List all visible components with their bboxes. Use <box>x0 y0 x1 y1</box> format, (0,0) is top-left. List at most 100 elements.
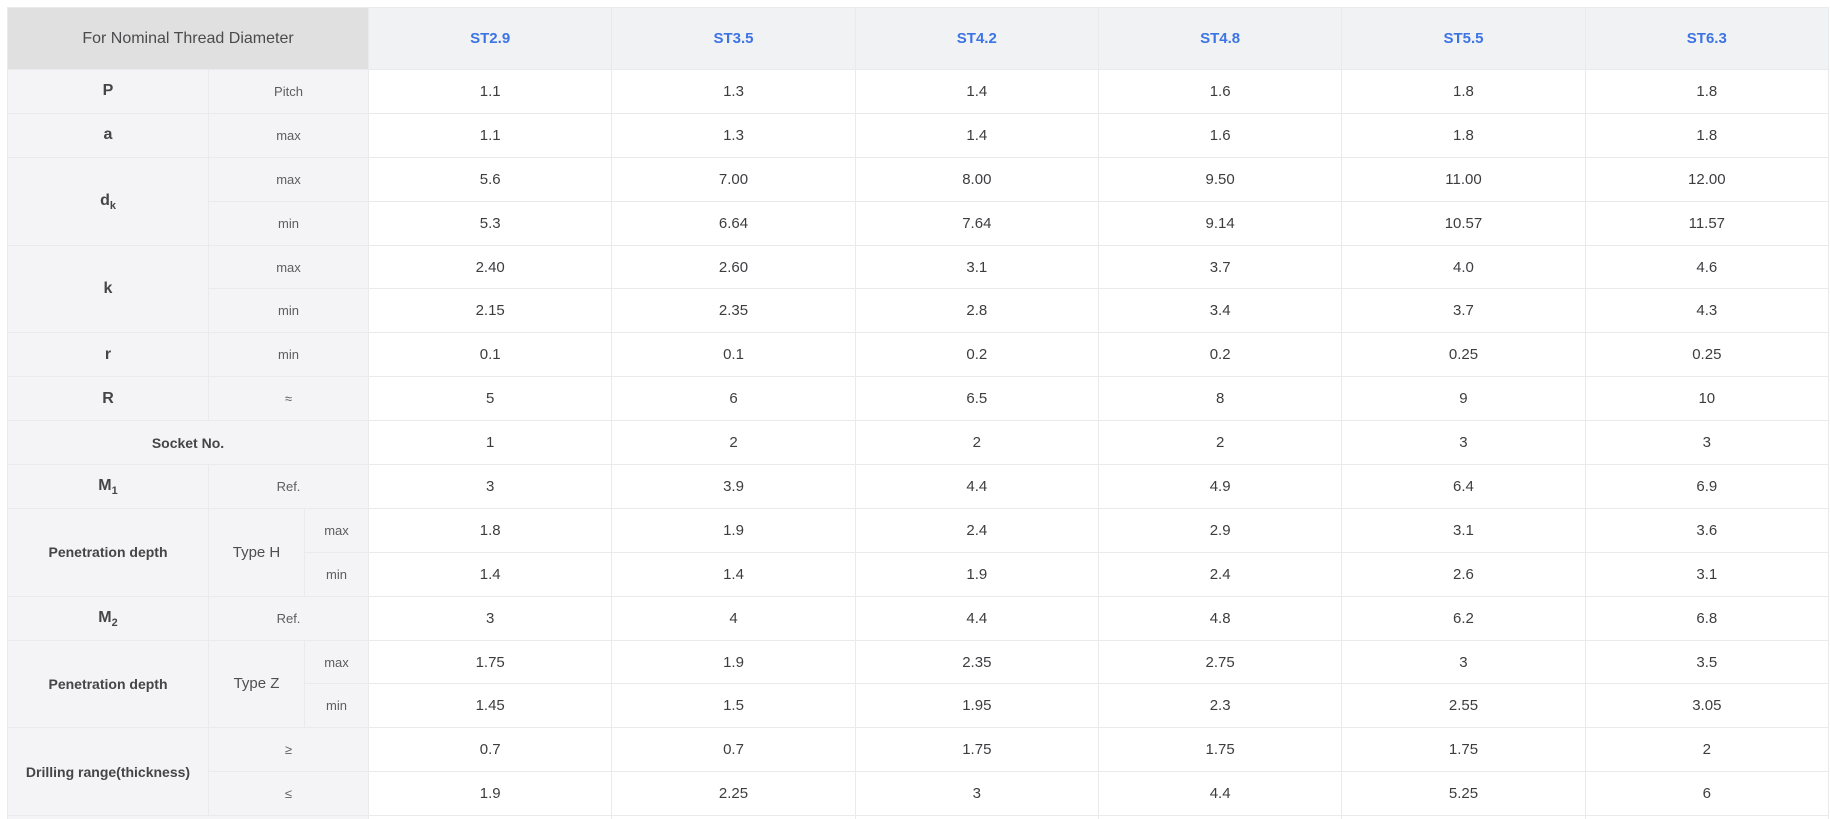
value-cell: 1.9 <box>854 551 1099 597</box>
row-sublabel: Ref. <box>208 464 369 509</box>
value-cell: 4.3 <box>1584 288 1830 334</box>
value-cell: 9.50 <box>1097 156 1343 202</box>
value-cell: 3.05 <box>1584 683 1830 729</box>
value-cell: 0.25 <box>1341 332 1586 378</box>
value-cell: 1.6 <box>1097 69 1343 114</box>
table-row: M2 Ref. 3 4 4.4 4.8 6.2 6.8 <box>7 595 1830 641</box>
row-sublabel: min <box>208 332 369 378</box>
row-label: Penetration depth <box>7 507 209 597</box>
value-cell: 0.1 <box>367 332 613 378</box>
value-cell: 7.00 <box>611 156 856 202</box>
value-cell: 3.6 <box>1584 507 1830 553</box>
cut-off-cell <box>367 815 613 819</box>
value-cell: 3.9 <box>611 464 856 509</box>
value-cell: 3.1 <box>854 244 1099 290</box>
value-cell: 5.25 <box>1341 771 1586 817</box>
value-cell: 1.8 <box>1341 69 1586 114</box>
value-cell: 6.5 <box>854 376 1099 422</box>
row-label: dk <box>7 156 209 246</box>
value-cell: 1.4 <box>854 69 1099 114</box>
value-cell: 1.8 <box>367 507 613 553</box>
value-cell: 2 <box>1584 727 1830 773</box>
spec-table: For Nominal Thread Diameter ST2.9 ST3.5 … <box>7 7 1830 819</box>
row-sublabel: max <box>208 112 369 158</box>
column-header: ST4.2 <box>854 7 1099 70</box>
row-sublabel: min <box>304 683 369 729</box>
value-cell: 0.7 <box>367 727 613 773</box>
row-label: Drilling range(thickness) <box>7 727 209 817</box>
row-type-label: Type H <box>208 507 305 597</box>
value-cell: 1.8 <box>1584 112 1830 158</box>
row-sublabel: max <box>208 244 369 290</box>
table-row: dk max 5.6 7.00 8.00 9.50 11.00 12.00 <box>7 156 1830 246</box>
value-cell: 1.45 <box>367 683 613 729</box>
column-header: ST3.5 <box>611 7 856 70</box>
table-row: P Pitch 1.1 1.3 1.4 1.6 1.8 1.8 <box>7 69 1830 114</box>
value-cell: 10 <box>1584 376 1830 422</box>
value-cell: 1.6 <box>1097 112 1343 158</box>
row-label: a <box>7 112 209 158</box>
value-cell: 1.75 <box>367 639 613 685</box>
value-cell: 1.9 <box>611 507 856 553</box>
value-cell: 11.57 <box>1584 200 1830 246</box>
value-cell: 1.95 <box>854 683 1099 729</box>
table-row: min 5.3 6.64 7.64 9.14 10.57 11.57 <box>8 200 1830 246</box>
value-cell: 1.5 <box>611 683 856 729</box>
row-sublabel: ≈ <box>208 376 369 422</box>
value-cell: 3.1 <box>1584 551 1830 597</box>
value-cell: 9 <box>1341 376 1586 422</box>
row-label: r <box>7 332 209 378</box>
value-cell: 0.1 <box>611 332 856 378</box>
value-cell: 1.8 <box>1584 69 1830 114</box>
row-sublabel: min <box>208 288 369 334</box>
value-cell: 8 <box>1097 376 1343 422</box>
value-cell: 6.9 <box>1584 464 1830 509</box>
table-row: R ≈ 5 6 6.5 8 9 10 <box>7 376 1830 422</box>
table-row: Penetration depth Type Z max 1.75 1.9 2.… <box>7 639 1830 729</box>
value-cell: 4.4 <box>854 464 1099 509</box>
table-row: Penetration depth Type H max 1.8 1.9 2.4… <box>7 507 1830 597</box>
value-cell: 0.7 <box>611 727 856 773</box>
value-cell: 4.9 <box>1097 464 1343 509</box>
value-cell: 0.25 <box>1584 332 1830 378</box>
value-cell: 4.4 <box>854 595 1099 641</box>
table-row: Socket No. 1 2 2 2 3 3 <box>7 420 1830 466</box>
value-cell: 2.6 <box>1341 551 1586 597</box>
label-subscript: k <box>109 200 116 213</box>
value-cell: 6.2 <box>1341 595 1586 641</box>
value-cell: 2.25 <box>611 771 856 817</box>
value-cell: 5.6 <box>367 156 613 202</box>
value-cell: 2.75 <box>1097 639 1343 685</box>
value-cell: 4.4 <box>1097 771 1343 817</box>
value-cell: 6.64 <box>611 200 856 246</box>
value-cell: 2.9 <box>1097 507 1343 553</box>
value-cell: 1.9 <box>367 771 613 817</box>
value-cell: 7.64 <box>854 200 1099 246</box>
value-cell: 1.75 <box>1341 727 1586 773</box>
row-label: M1 <box>7 464 209 509</box>
value-cell: 3.7 <box>1097 244 1343 290</box>
value-cell: 6.4 <box>1341 464 1586 509</box>
label-subscript: 2 <box>111 617 118 630</box>
table-row: Drilling range(thickness) ≥ 0.7 0.7 1.75… <box>7 727 1830 817</box>
row-label: Socket No. <box>7 420 369 466</box>
row-sublabel: min <box>208 200 369 246</box>
value-cell: 1.1 <box>367 69 613 114</box>
column-header: ST4.8 <box>1097 7 1343 70</box>
value-cell: 9.14 <box>1097 200 1343 246</box>
value-cell: 1.75 <box>1097 727 1343 773</box>
value-cell: 1.4 <box>854 112 1099 158</box>
value-cell: 1.4 <box>611 551 856 597</box>
column-header: ST6.3 <box>1584 7 1830 70</box>
value-cell: 3.4 <box>1097 288 1343 334</box>
value-cell: 1.1 <box>367 112 613 158</box>
value-cell: 2.15 <box>367 288 613 334</box>
value-cell: 4.0 <box>1341 244 1586 290</box>
value-cell: 3 <box>367 464 613 509</box>
value-cell: 0.2 <box>854 332 1099 378</box>
value-cell: 8.00 <box>854 156 1099 202</box>
value-cell: 2.4 <box>1097 551 1343 597</box>
value-cell: 3.5 <box>1584 639 1830 685</box>
row-sublabel: ≥ <box>208 727 369 773</box>
value-cell: 1.75 <box>854 727 1099 773</box>
